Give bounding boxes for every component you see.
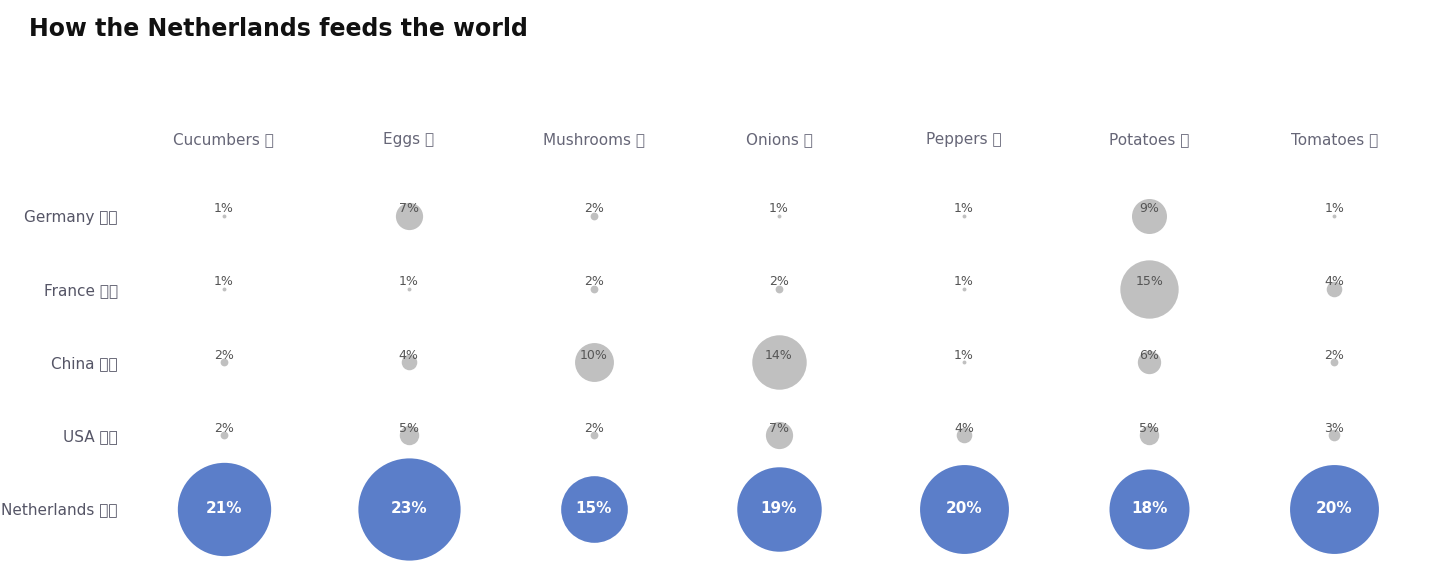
Text: 23%: 23% [390,501,427,516]
Text: 2%: 2% [584,202,604,215]
Point [952,211,976,220]
Point [952,431,976,440]
Text: 6%: 6% [1139,348,1159,362]
Text: 19%: 19% [761,501,796,516]
Point [952,504,976,513]
Point [767,358,791,367]
Text: 1%: 1% [954,348,974,362]
Text: 7%: 7% [399,202,419,215]
Text: 1%: 1% [769,202,789,215]
Text: 5%: 5% [399,421,419,435]
Point [582,431,606,440]
Text: 4%: 4% [399,348,419,362]
Text: 1%: 1% [399,275,419,288]
Point [1137,431,1160,440]
Text: 2%: 2% [214,421,233,435]
Text: Potatoes 🥔: Potatoes 🥔 [1109,132,1190,147]
Text: 18%: 18% [1131,501,1168,516]
Point [1137,211,1160,220]
Text: Mushrooms 🍄: Mushrooms 🍄 [543,132,645,147]
Text: 2%: 2% [769,275,789,288]
Point [767,504,791,513]
Text: Eggs 🥚: Eggs 🥚 [383,132,434,147]
Point [397,431,421,440]
Point [582,285,606,294]
Text: 2%: 2% [584,275,604,288]
Point [952,285,976,294]
Point [767,211,791,220]
Text: Cucumbers 🥒: Cucumbers 🥒 [173,132,274,147]
Point [1137,358,1160,367]
Point [397,285,421,294]
Text: 5%: 5% [1139,421,1159,435]
Point [1322,504,1345,513]
Point [767,285,791,294]
Text: 20%: 20% [946,501,983,516]
Text: How the Netherlands feeds the world: How the Netherlands feeds the world [29,17,529,41]
Text: 14%: 14% [764,348,794,362]
Text: 4%: 4% [1325,275,1344,288]
Point [1137,504,1160,513]
Text: 1%: 1% [954,275,974,288]
Text: 15%: 15% [1136,275,1163,288]
Text: 10%: 10% [579,348,607,362]
Point [582,358,606,367]
Point [397,211,421,220]
Text: Onions 🧅: Onions 🧅 [745,132,812,147]
Point [1322,285,1345,294]
Text: 1%: 1% [214,275,233,288]
Text: 9%: 9% [1139,202,1159,215]
Text: Peppers 🌶️: Peppers 🌶️ [926,132,1002,147]
Point [582,504,606,513]
Point [1322,358,1345,367]
Text: 7%: 7% [769,421,789,435]
Text: 2%: 2% [584,421,604,435]
Point [767,431,791,440]
Point [1137,285,1160,294]
Text: 15%: 15% [575,501,612,516]
Text: 2%: 2% [214,348,233,362]
Point [213,504,236,513]
Text: 1%: 1% [954,202,974,215]
Text: 3%: 3% [1325,421,1344,435]
Point [397,358,421,367]
Text: Tomatoes 🍅: Tomatoes 🍅 [1290,132,1377,147]
Text: 1%: 1% [1325,202,1344,215]
Point [213,358,236,367]
Point [952,358,976,367]
Point [397,504,421,513]
Text: 4%: 4% [954,421,974,435]
Text: 1%: 1% [214,202,233,215]
Text: 20%: 20% [1316,501,1353,516]
Point [213,285,236,294]
Point [1322,211,1345,220]
Text: 21%: 21% [205,501,242,516]
Point [213,431,236,440]
Point [582,211,606,220]
Point [213,211,236,220]
Text: 2%: 2% [1325,348,1344,362]
Point [1322,431,1345,440]
